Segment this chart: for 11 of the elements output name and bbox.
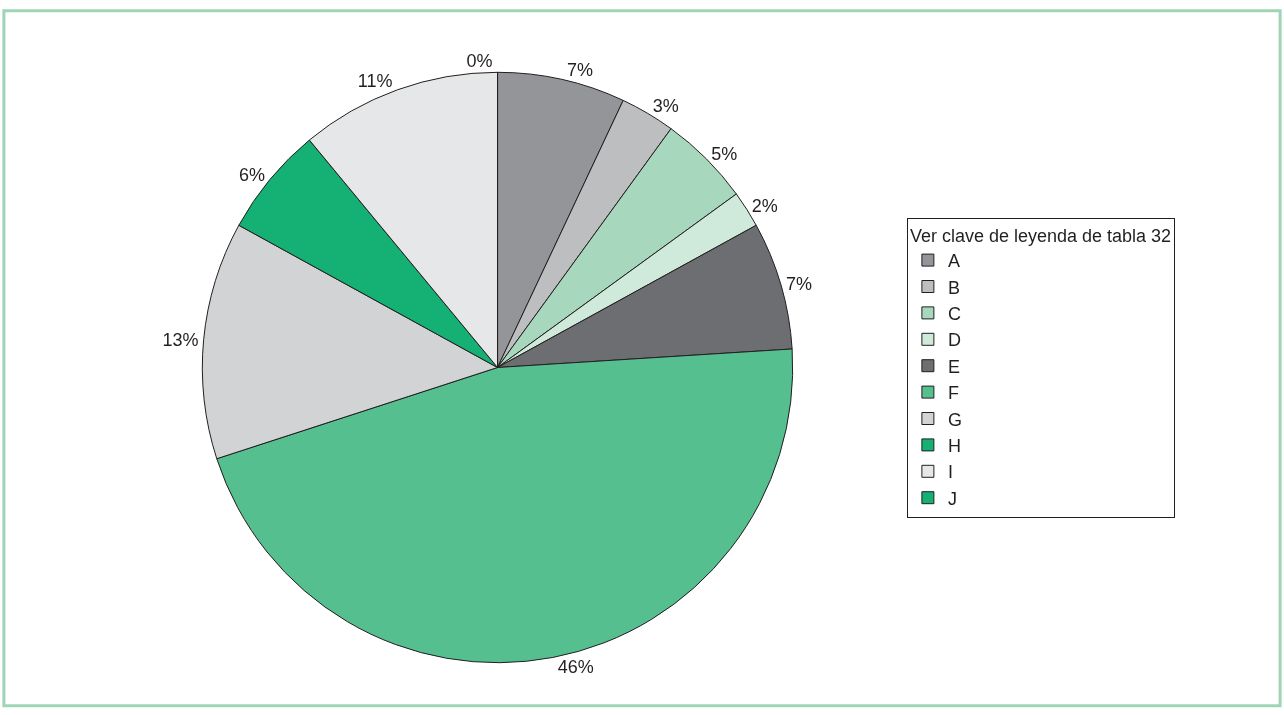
legend-label: H <box>947 435 961 456</box>
legend-label: I <box>947 462 953 483</box>
legend-label: E <box>947 356 960 377</box>
legend-label: B <box>947 277 960 298</box>
legend-label: G <box>947 409 962 430</box>
legend-label: D <box>947 330 961 351</box>
legend-label: C <box>947 303 961 324</box>
legend-label: J <box>947 488 957 509</box>
legend-label: A <box>947 251 960 272</box>
legend-label: F <box>947 383 959 404</box>
legend-title: Ver clave de leyenda de tabla 32 <box>909 225 1172 246</box>
